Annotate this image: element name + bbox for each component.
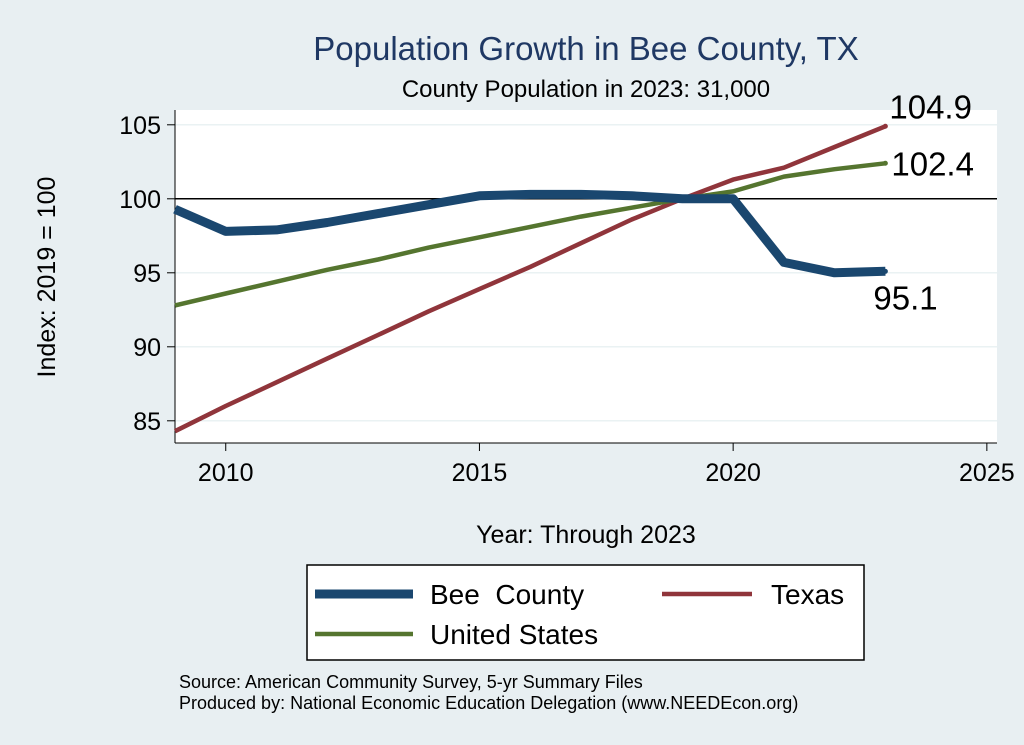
y-ticks: 85 90 95 100 105 [119,112,175,436]
series-line-texas [173,124,887,434]
legend-label-texas: Texas [771,579,844,610]
end-point-united-states [882,160,888,166]
legend-label-united-states: United States [430,619,598,650]
y-axis-label: Index: 2019 = 100 [33,177,61,378]
series-line-united-states [174,161,886,308]
chart-title: Population Growth in Bee County, TX [313,30,858,67]
y-tick-label-95: 95 [133,260,161,288]
x-tick-label-2025: 2025 [959,459,1015,487]
end-label-bee-county: 95.1 [873,279,937,316]
series-lines [173,123,888,434]
legend-label-bee-county: Bee County [430,579,584,610]
produced-by-note: Produced by: National Economic Education… [179,693,798,713]
end-point-bee-county [882,268,888,274]
series-line-bee-county [173,189,886,278]
end-labels: 104.9 102.4 95.1 [873,88,974,316]
source-note: Source: American Community Survey, 5-yr … [179,672,643,692]
y-tick-label-85: 85 [133,408,161,436]
y-tick-label-90: 90 [133,334,161,362]
end-point-texas [882,123,888,129]
x-tick-label-2015: 2015 [452,459,508,487]
end-label-texas: 104.9 [889,88,972,125]
y-tick-label-100: 100 [119,186,161,214]
end-label-united-states: 102.4 [891,145,974,182]
x-tick-label-2020: 2020 [705,459,761,487]
legend-box [306,564,865,661]
chart-subtitle: County Population in 2023: 31,000 [402,76,770,103]
y-tick-label-105: 105 [119,112,161,140]
x-axis-label: Year: Through 2023 [476,521,696,549]
legend: Bee County Texas United States [315,579,844,650]
x-ticks: 2010 2015 2020 2025 [198,443,1015,487]
x-tick-label-2010: 2010 [198,459,254,487]
